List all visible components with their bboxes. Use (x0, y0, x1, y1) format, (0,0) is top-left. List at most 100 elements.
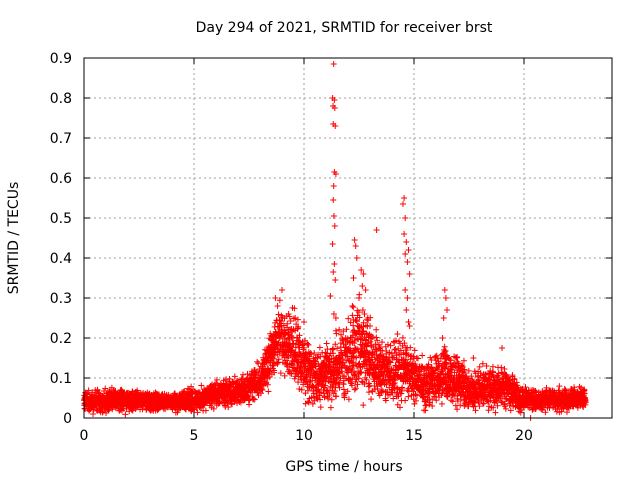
data-point (90, 411, 97, 418)
data-point (265, 388, 272, 395)
data-point (429, 402, 436, 409)
data-point (291, 305, 298, 312)
data-point (188, 383, 195, 390)
data-point (334, 345, 341, 352)
data-point (407, 356, 414, 363)
data-point (332, 341, 339, 348)
y-tick-label: 0.9 (50, 51, 72, 67)
data-point (433, 352, 440, 359)
data-point (403, 307, 410, 313)
data-point (331, 261, 338, 267)
data-point (411, 368, 418, 375)
data-point (405, 247, 412, 253)
data-point (402, 397, 409, 404)
data-point (374, 337, 381, 344)
data-point (411, 347, 418, 354)
data-point (292, 315, 299, 321)
data-point (332, 315, 339, 321)
data-point (354, 381, 361, 388)
data-point (272, 295, 279, 301)
data-point (351, 340, 358, 347)
data-point (402, 287, 409, 293)
data-point (340, 328, 347, 335)
data-point (425, 361, 432, 368)
data-point (435, 366, 442, 373)
data-point (467, 395, 474, 402)
data-point (350, 322, 357, 329)
data-point (355, 375, 362, 382)
data-point (295, 379, 302, 386)
data-point (419, 352, 426, 359)
data-point (328, 396, 335, 403)
data-point (330, 183, 337, 189)
data-point (382, 397, 389, 404)
data-point (377, 343, 384, 350)
y-tick-label: 0.6 (50, 171, 72, 187)
y-tick-label: 0.5 (50, 211, 72, 227)
data-point (336, 384, 343, 391)
data-point (314, 355, 321, 362)
y-tick-label: 0.7 (50, 131, 72, 147)
data-point (393, 337, 400, 344)
data-point (400, 201, 406, 207)
y-tick-label: 0.4 (50, 251, 72, 267)
data-point (498, 364, 505, 371)
data-point (422, 402, 429, 409)
data-point (435, 358, 442, 365)
data-point (403, 239, 410, 245)
data-point (441, 348, 448, 355)
data-point (357, 369, 364, 376)
data-point (299, 338, 306, 345)
data-point (278, 318, 285, 325)
data-point (358, 345, 365, 352)
data-point (447, 357, 454, 364)
data-point (384, 388, 391, 395)
data-point (517, 409, 524, 416)
data-point (294, 358, 301, 365)
data-point (284, 320, 291, 327)
data-point (426, 399, 433, 406)
data-point (330, 197, 337, 203)
data-point (285, 311, 292, 317)
data-point (287, 318, 294, 325)
data-point (374, 385, 381, 392)
data-point (312, 384, 319, 391)
data-point (373, 326, 380, 333)
data-point (352, 345, 359, 352)
data-point (108, 384, 115, 391)
data-point (369, 388, 376, 395)
y-tick-label: 0.3 (50, 291, 72, 307)
data-point (413, 392, 420, 399)
data-point (275, 356, 282, 363)
data-point (353, 255, 360, 261)
data-point (329, 346, 336, 353)
data-point (494, 402, 501, 409)
data-point (343, 326, 350, 333)
data-point (122, 411, 129, 418)
data-point (275, 311, 282, 318)
data-point (298, 386, 305, 393)
data-point (224, 398, 231, 405)
data-point (325, 395, 332, 402)
data-point (338, 349, 345, 356)
data-point (349, 303, 356, 309)
data-point (311, 350, 318, 357)
data-point (542, 409, 549, 416)
data-point (231, 373, 238, 380)
data-point (303, 367, 310, 374)
data-point (307, 378, 314, 385)
data-point (317, 404, 324, 411)
data-point (333, 380, 340, 387)
data-point (281, 372, 288, 379)
data-point (345, 369, 352, 376)
data-point (433, 397, 440, 404)
data-point (489, 363, 496, 370)
data-point (352, 331, 359, 338)
data-points (81, 61, 589, 421)
data-point (480, 400, 487, 407)
data-point (532, 388, 539, 395)
data-point (367, 338, 374, 345)
data-point (514, 384, 521, 391)
y-axis-label: SRMTID / TECUs (6, 182, 22, 295)
